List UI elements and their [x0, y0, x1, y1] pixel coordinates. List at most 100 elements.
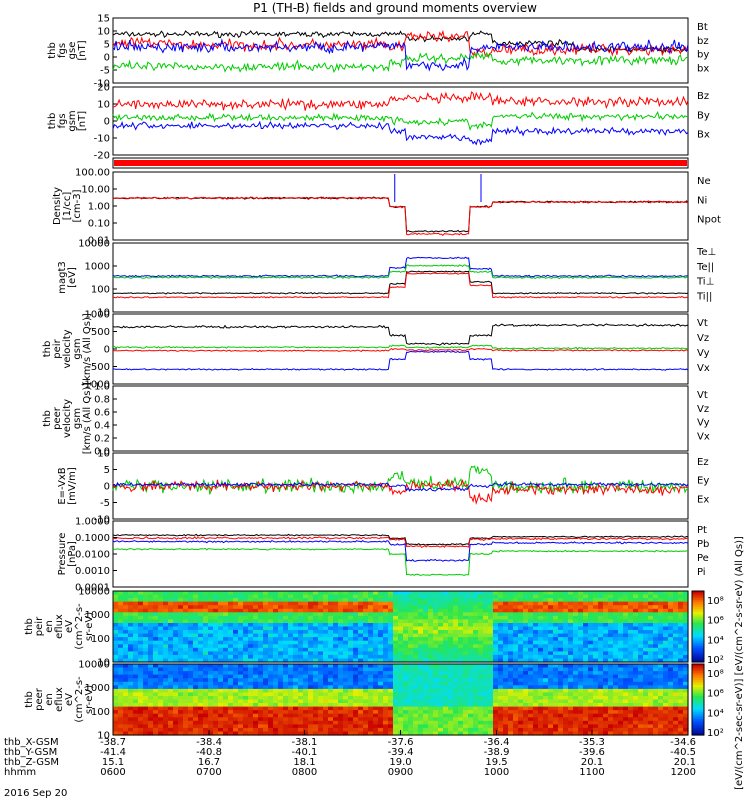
y-tick-label: -1000 — [81, 380, 110, 391]
spectrogram-cell — [288, 706, 294, 711]
spectrogram-cell — [403, 619, 409, 624]
spectrogram-cell — [633, 671, 639, 676]
spectrogram-cell — [238, 598, 244, 603]
spectrogram-cell — [553, 640, 559, 645]
spectrogram-cell — [348, 601, 354, 606]
spectrogram-cell — [598, 608, 604, 613]
spectrogram-cell — [388, 685, 394, 690]
spectrogram-cell — [323, 724, 329, 729]
spectrogram-cell — [293, 671, 299, 676]
spectrogram-cell — [218, 720, 224, 725]
spectrogram-cell — [303, 699, 309, 704]
spectrogram-cell — [578, 696, 584, 701]
spectrogram-cell — [608, 720, 614, 725]
spectrogram-cell — [613, 713, 619, 718]
spectrogram-cell — [463, 674, 469, 679]
spectrogram-cell — [318, 594, 324, 599]
spectrogram-cell — [238, 591, 244, 596]
spectrogram-cell — [478, 696, 484, 701]
spectrogram-cell — [548, 615, 554, 620]
spectrogram-cell — [293, 619, 299, 624]
spectrogram-cell — [518, 647, 524, 652]
spectrogram-cell — [273, 710, 279, 715]
spectrogram-cell — [553, 594, 559, 599]
spectrogram-cell — [528, 685, 534, 690]
spectrogram-cell — [623, 640, 629, 645]
spectrogram-cell — [593, 713, 599, 718]
spectrogram-cell — [263, 720, 269, 725]
spectrogram-cell — [113, 637, 119, 642]
spectrogram-cell — [148, 591, 154, 596]
spectrogram-cell — [263, 637, 269, 642]
spectrogram-cell — [293, 731, 299, 736]
spectrogram-cell — [473, 706, 479, 711]
y-tick-label: 5 — [104, 465, 110, 476]
spectrogram-cell — [543, 731, 549, 736]
spectrogram-cell — [463, 713, 469, 718]
spectrogram-cell — [313, 598, 319, 603]
spectrogram-cell — [353, 623, 359, 628]
spectrogram-cell — [133, 612, 139, 617]
spectrogram-cell — [368, 633, 374, 638]
spectrogram-cell — [583, 699, 589, 704]
spectrogram-cell — [168, 710, 174, 715]
spectrogram-cell — [328, 640, 334, 645]
spectrogram-cell — [548, 664, 554, 669]
spectrogram-cell — [608, 685, 614, 690]
spectrogram-cell — [153, 601, 159, 606]
spectrogram-cell — [323, 637, 329, 642]
spectrogram-cell — [683, 727, 689, 732]
spectrogram-cell — [158, 605, 164, 610]
spectrogram-cell — [358, 658, 364, 663]
spectrogram-cell — [418, 731, 424, 736]
spectrogram-cell — [638, 601, 644, 606]
spectrogram-cell — [623, 678, 629, 683]
spectrogram-cell — [553, 591, 559, 596]
spectrogram-cell — [293, 598, 299, 603]
spectrogram-cell — [533, 630, 539, 635]
spectrogram-cell — [293, 644, 299, 649]
spectrogram-cell — [138, 678, 144, 683]
spectrogram-cell — [218, 731, 224, 736]
spectrogram-cell — [683, 681, 689, 686]
spectrogram-cell — [453, 591, 459, 596]
spectrogram-cell — [168, 654, 174, 659]
spectrogram-cell — [173, 696, 179, 701]
spectrogram-cell — [418, 591, 424, 596]
spectrogram-cell — [378, 640, 384, 645]
spectrogram-cell — [673, 720, 679, 725]
spectrogram-cell — [118, 703, 124, 708]
spectrogram-cell — [363, 644, 369, 649]
spectrogram-cell — [573, 608, 579, 613]
spectrogram-cell — [558, 598, 564, 603]
spectrogram-cell — [533, 731, 539, 736]
spectrogram-cell — [443, 658, 449, 663]
spectrogram-cell — [153, 710, 159, 715]
spectrogram-cell — [208, 594, 214, 599]
spectrogram-cell — [223, 664, 229, 669]
spectrogram-cell — [288, 699, 294, 704]
spectrogram-cell — [408, 608, 414, 613]
legend-entry: Ez — [697, 457, 709, 468]
spectrogram-cell — [538, 637, 544, 642]
spectrogram-cell — [128, 727, 134, 732]
spectrogram-cell — [438, 681, 444, 686]
spectrogram-cell — [128, 696, 134, 701]
spectrogram-cell — [228, 612, 234, 617]
spectrogram-cell — [603, 667, 609, 672]
spectrogram-cell — [568, 633, 574, 638]
spectrogram-cell — [678, 598, 684, 603]
spectrogram-cell — [323, 699, 329, 704]
spectrogram-cell — [628, 640, 634, 645]
spectrogram-cell — [673, 615, 679, 620]
spectrogram-cell — [303, 637, 309, 642]
spectrogram-cell — [633, 703, 639, 708]
spectrogram-cell — [553, 713, 559, 718]
spectrogram-cell — [148, 671, 154, 676]
spectrogram-cell — [533, 626, 539, 631]
spectrogram-cell — [343, 605, 349, 610]
spectrogram-cell — [508, 637, 514, 642]
spectrogram-cell — [123, 664, 129, 669]
spectrogram-cell — [308, 608, 314, 613]
spectrogram-cell — [598, 612, 604, 617]
